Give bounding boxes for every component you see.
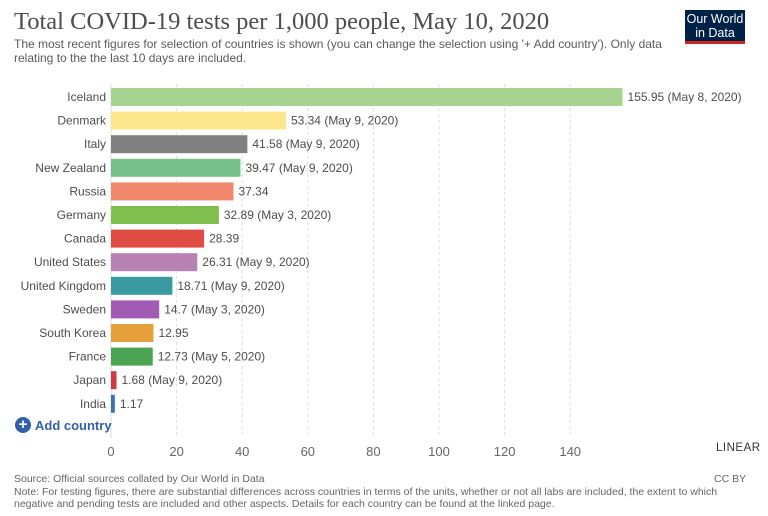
category-label: Denmark — [57, 114, 107, 128]
value-label: 1.68 (May 9, 2020) — [122, 373, 223, 387]
plus-circle-icon: + — [15, 417, 31, 433]
scale-toggle-button[interactable]: LINEAR — [716, 442, 761, 454]
category-label: Iceland — [67, 90, 106, 104]
bar — [111, 371, 117, 390]
value-label: 26.31 (May 9, 2020) — [202, 255, 309, 269]
value-label: 12.95 — [158, 326, 188, 340]
value-label: 39.47 (May 9, 2020) — [245, 161, 352, 175]
bar-chart: Iceland 155.95 (May 8, 2020) Denmark 53.34 … — [21, 84, 742, 459]
bar — [111, 300, 160, 319]
x-tick-label: 0 — [107, 444, 114, 459]
add-country-button[interactable]: + Add country — [15, 416, 112, 434]
category-label: India — [80, 397, 106, 411]
bar — [111, 253, 198, 272]
value-label: 1.17 — [120, 397, 144, 411]
category-label: Canada — [64, 232, 106, 246]
bar — [111, 158, 241, 177]
x-tick-label: 80 — [366, 444, 380, 459]
category-label: Italy — [84, 137, 106, 151]
bar — [111, 347, 153, 366]
bar — [111, 135, 248, 154]
value-label: 18.71 (May 9, 2020) — [177, 279, 284, 293]
bar — [111, 182, 234, 201]
category-label: Russia — [69, 184, 106, 198]
value-label: 155.95 (May 8, 2020) — [628, 90, 742, 104]
add-country-label: Add country — [35, 417, 112, 433]
value-label: 41.58 (May 9, 2020) — [252, 137, 359, 151]
value-label: 12.73 (May 5, 2020) — [158, 350, 265, 364]
bar — [111, 111, 286, 130]
category-label: South Korea — [39, 326, 106, 340]
logo-line-1: Our World — [686, 12, 744, 26]
x-tick-label: 100 — [428, 444, 450, 459]
bar — [111, 88, 623, 106]
owid-logo[interactable]: Our World in Data — [685, 10, 745, 44]
x-tick-label: 20 — [169, 444, 183, 459]
chart-subtitle: The most recent figures for selection of… — [14, 37, 662, 65]
x-axis-ticks: 0 20 40 60 80 100 120 140 — [107, 444, 581, 459]
x-tick-label: 140 — [559, 444, 581, 459]
note-text: Note: For testing figures, there are sub… — [14, 486, 718, 510]
category-label: Germany — [57, 208, 106, 222]
bar — [111, 394, 115, 413]
bar — [111, 206, 219, 224]
x-tick-label: 40 — [235, 444, 249, 459]
category-label: United States — [34, 255, 106, 269]
value-label: 32.89 (May 3, 2020) — [224, 208, 331, 222]
x-tick-label: 60 — [301, 444, 315, 459]
category-label: France — [69, 350, 107, 364]
bar — [111, 324, 154, 342]
bar — [111, 229, 205, 248]
category-label: Sweden — [63, 302, 106, 316]
value-label: 37.34 — [238, 184, 268, 198]
bars — [111, 88, 623, 413]
license-link[interactable]: CC BY — [714, 473, 747, 485]
bar — [111, 276, 173, 295]
chart-title: Total COVID-19 tests per 1,000 people, M… — [14, 8, 550, 35]
x-tick-label: 120 — [494, 444, 516, 459]
category-label: Japan — [73, 373, 106, 387]
logo-line-2: in Data — [695, 26, 735, 40]
value-label: 28.39 — [209, 232, 239, 246]
source-text: Source: Official sources collated by Our… — [14, 473, 265, 485]
labels: Iceland 155.95 (May 8, 2020) Denmark 53.34 … — [21, 90, 742, 411]
category-label: New Zealand — [35, 161, 106, 175]
category-label: United Kingdom — [21, 279, 106, 293]
value-label: 14.7 (May 3, 2020) — [164, 302, 265, 316]
value-label: 53.34 (May 9, 2020) — [291, 114, 398, 128]
